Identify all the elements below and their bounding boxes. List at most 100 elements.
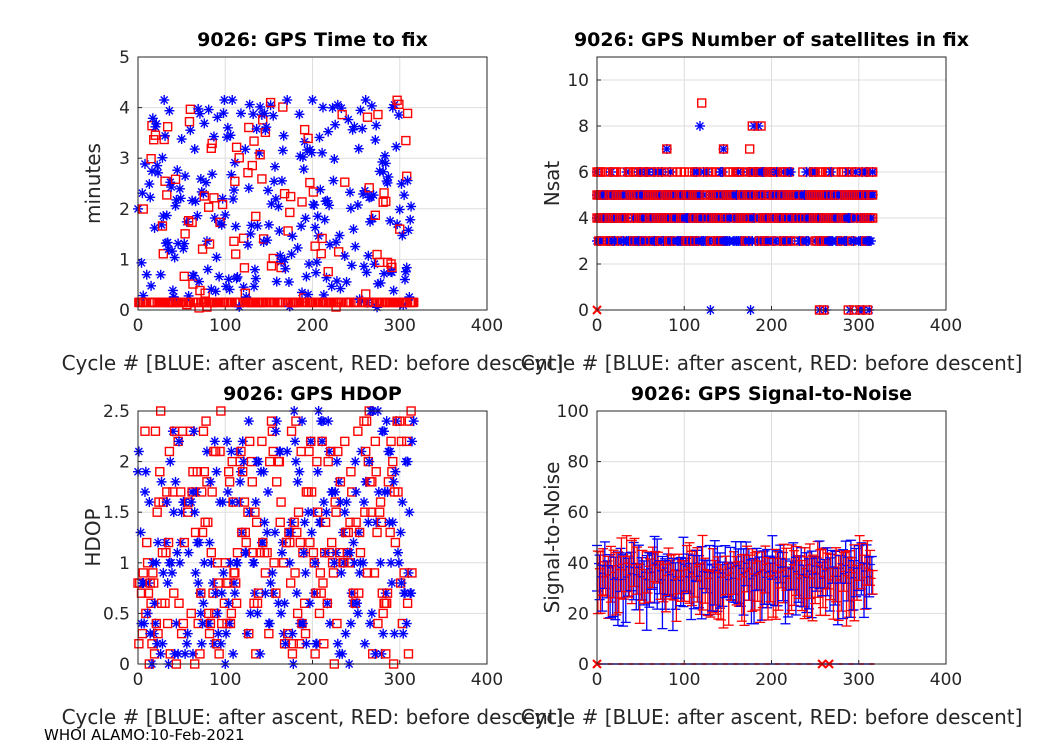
point-before-descent [170, 174, 181, 185]
point-after-ascent [228, 185, 239, 196]
point-after-ascent [371, 120, 382, 131]
point-before-descent [317, 233, 327, 244]
point-after-ascent [341, 276, 352, 287]
y-axis-label: Signal-to-Noise [540, 462, 564, 614]
x-tick-label: 200 [296, 670, 328, 690]
point-after-ascent [360, 95, 371, 106]
point-after-ascent [167, 285, 178, 296]
point-after-ascent [297, 618, 308, 629]
point-after-ascent [201, 177, 212, 188]
point-after-ascent [321, 507, 332, 518]
point-after-ascent [341, 497, 352, 508]
point-after-ascent [364, 456, 375, 467]
point-before-descent [235, 297, 245, 308]
point-before-descent [187, 217, 197, 228]
y-tick-label: 2 [119, 453, 130, 473]
point-before-descent [278, 102, 288, 112]
point-after-ascent [363, 250, 374, 261]
point-after-ascent [306, 147, 317, 158]
point-before-descent [184, 116, 195, 127]
point-after-ascent [164, 105, 175, 116]
point-after-ascent [270, 426, 281, 437]
point-after-ascent [398, 628, 409, 639]
point-before-descent [340, 177, 350, 187]
point-after-ascent [370, 134, 381, 145]
point-before-descent [283, 226, 293, 236]
point-before-descent [401, 135, 411, 146]
point-after-ascent [217, 497, 228, 508]
point-after-ascent [379, 150, 390, 161]
point-after-ascent [306, 527, 317, 538]
point-after-ascent [331, 456, 342, 467]
y-tick-label: 10 [567, 71, 589, 91]
y-tick-label: 4 [119, 99, 130, 119]
point-after-ascent [392, 219, 403, 230]
y-tick-label: 1.5 [103, 503, 130, 523]
point-before-descent [679, 167, 689, 177]
point-after-ascent [176, 134, 187, 145]
point-after-ascent [188, 426, 199, 437]
point-after-ascent [250, 273, 261, 284]
point-after-ascent [383, 171, 394, 182]
point-before-descent [362, 112, 373, 122]
point-after-ascent [399, 274, 410, 285]
point-after-ascent [278, 130, 289, 141]
point-after-ascent [238, 282, 249, 293]
point-after-ascent [339, 251, 350, 262]
point-after-ascent [249, 281, 260, 292]
y-axis-label: HDOP [81, 508, 105, 566]
point-after-ascent [328, 175, 339, 186]
point-after-ascent [375, 557, 386, 568]
footer-credit: WHOI ALAMO:10-Feb-2021 [44, 726, 245, 744]
y-tick-label: 0 [578, 301, 589, 321]
point-after-ascent [282, 95, 293, 106]
point-before-descent [207, 138, 217, 149]
point-after-ascent [408, 416, 419, 427]
point-before-descent [231, 142, 242, 153]
point-after-ascent [296, 221, 307, 232]
point-before-descent [387, 262, 397, 273]
point-before-descent [229, 236, 239, 247]
y-tick-label: 3 [119, 149, 130, 169]
point-after-ascent [286, 249, 297, 260]
point-after-ascent [284, 557, 295, 568]
y-tick-label: 8 [578, 117, 589, 137]
point-after-ascent [291, 588, 302, 599]
point-after-ascent [206, 284, 217, 295]
point-after-ascent [215, 638, 226, 649]
point-after-ascent [319, 214, 330, 225]
point-after-ascent [307, 95, 318, 106]
y-tick-label: 0 [578, 655, 589, 675]
point-after-ascent [396, 578, 407, 589]
point-after-ascent [255, 648, 266, 659]
point-after-ascent [262, 235, 273, 246]
point-after-ascent [310, 557, 321, 568]
point-before-descent [305, 177, 315, 188]
point-after-ascent [249, 557, 260, 568]
point-before-descent [265, 97, 276, 108]
point-after-ascent [388, 476, 399, 487]
y-axis-label: Nsat [540, 161, 564, 207]
point-after-ascent [225, 130, 236, 141]
point-after-ascent [152, 160, 163, 171]
point-after-ascent [279, 598, 290, 609]
point-after-ascent [292, 242, 303, 253]
point-after-ascent [294, 109, 305, 120]
point-after-ascent [359, 638, 370, 649]
x-tick-label: 0 [133, 316, 144, 336]
point-after-ascent [379, 268, 390, 279]
point-after-ascent [135, 527, 146, 538]
point-after-ascent [242, 239, 253, 250]
point-after-ascent [190, 196, 201, 207]
point-after-ascent [405, 214, 416, 225]
point-after-ascent [261, 122, 272, 133]
point-after-ascent [229, 588, 240, 599]
chart-title: 9026: GPS Time to fix [197, 29, 428, 51]
y-tick-label: 40 [567, 554, 589, 574]
chart-4: 0 100 200 300 400 0 20 40 60 80 100 9026: GPS Signa… [521, 383, 1023, 729]
point-after-ascent [264, 618, 275, 629]
point-after-ascent [366, 608, 377, 619]
point-after-ascent [183, 547, 194, 558]
point-before-descent [323, 266, 333, 277]
